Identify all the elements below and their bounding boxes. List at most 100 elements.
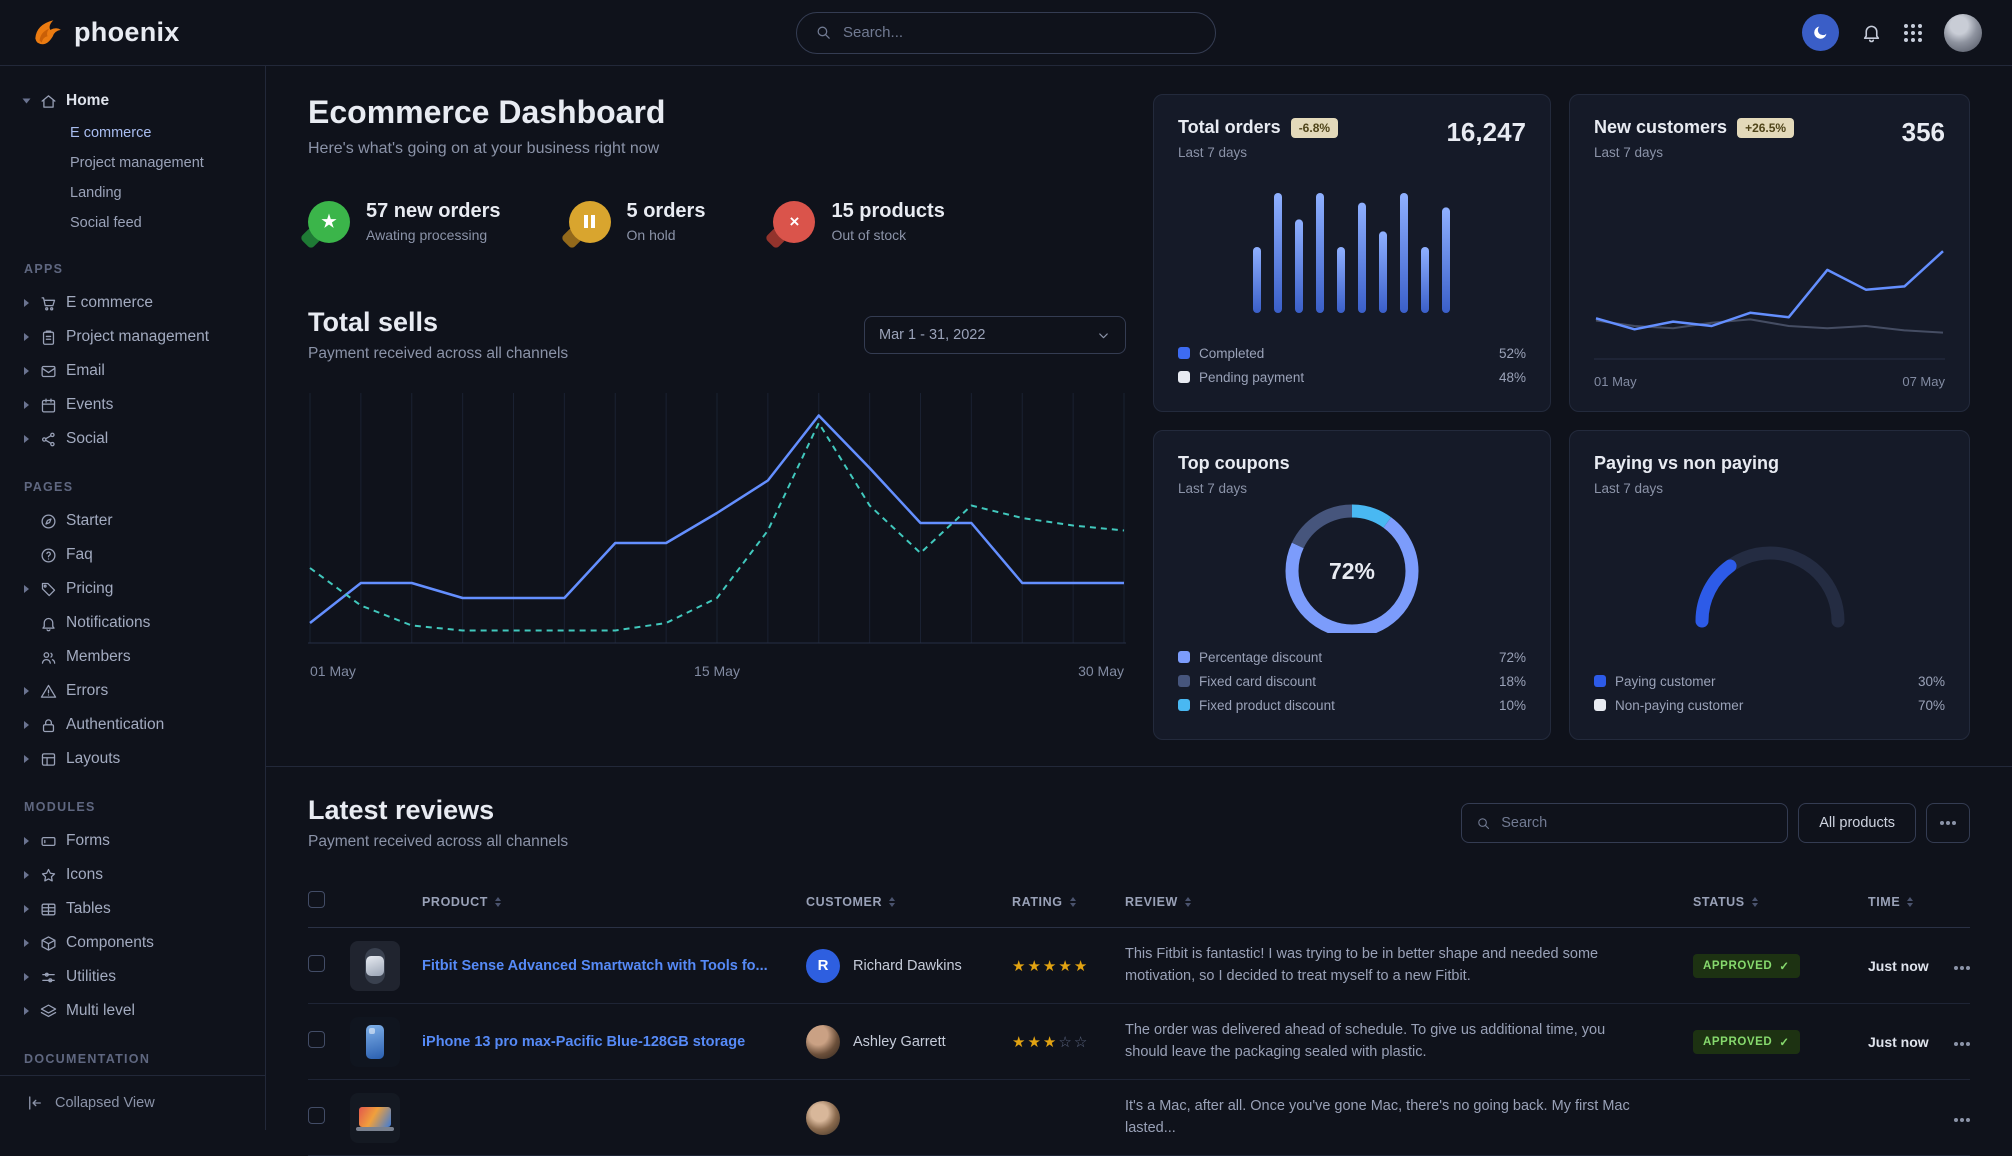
caret-icon [24, 939, 29, 947]
row-checkbox[interactable] [308, 1107, 325, 1124]
date-range-select[interactable]: Mar 1 - 31, 2022 [864, 316, 1126, 354]
sidebar-item-faq[interactable]: Faq [24, 538, 241, 572]
sidebar-item-project-management[interactable]: Project management [24, 320, 241, 354]
total-orders-chart [1249, 185, 1455, 315]
collapse-view-button[interactable]: Collapsed View [0, 1075, 265, 1130]
status-badge: APPROVED✓ [1693, 1030, 1800, 1054]
sidebar-item-forms[interactable]: Forms [24, 824, 241, 858]
sidebar-section-label-modules: MODULES [24, 800, 241, 814]
sidebar-item-tables[interactable]: Tables [24, 892, 241, 926]
column-header-product[interactable]: PRODUCT [350, 895, 806, 909]
sidebar-section-label-documentation: DOCUMENTATION [24, 1052, 241, 1066]
column-header-rating[interactable]: RATING [1012, 895, 1125, 909]
x-axis-labels: 01 May 07 May [1594, 374, 1945, 389]
caret-icon [24, 299, 29, 307]
form-icon [40, 833, 57, 850]
caret-icon [24, 721, 29, 729]
column-header-status[interactable]: STATUS [1693, 895, 1868, 909]
sidebar-item-components[interactable]: Components [24, 926, 241, 960]
sidebar-item-label: Utilities [66, 968, 116, 986]
sidebar-subitem-project-management[interactable]: Project management [24, 148, 241, 178]
caret-icon [24, 333, 29, 341]
card-value: 356 [1902, 117, 1945, 148]
stat-label: Out of stock [831, 227, 944, 243]
sidebar-item-utilities[interactable]: Utilities [24, 960, 241, 994]
search-icon [1476, 816, 1491, 831]
sidebar-subitem-e-commerce[interactable]: E commerce [24, 118, 241, 148]
laptop-product-image [350, 1093, 400, 1143]
review-text: It's a Mac, after all. Once you've gone … [1125, 1096, 1693, 1138]
theme-toggle-button[interactable] [1802, 14, 1839, 51]
caret-icon [23, 99, 31, 104]
apps-grid-icon[interactable] [1904, 24, 1922, 42]
sidebar-item-pricing[interactable]: Pricing [24, 572, 241, 606]
sidebar-item-notifications[interactable]: Notifications [24, 606, 241, 640]
row-actions-button[interactable] [1954, 1118, 1958, 1122]
all-products-button[interactable]: All products [1798, 803, 1916, 843]
row-actions-button[interactable] [1954, 966, 1958, 970]
stat-label: Awating processing [366, 227, 501, 243]
table-icon [40, 901, 57, 918]
alert-icon [40, 683, 57, 700]
search-input[interactable] [843, 24, 1197, 41]
page-subtitle: Here's what's going on at your business … [308, 140, 1126, 158]
review-row: Fitbit Sense Advanced Smartwatch with To… [308, 928, 1970, 1004]
row-checkbox[interactable] [308, 955, 325, 972]
sort-icon [1752, 897, 1758, 907]
rating-stars: ★★★★★ [1012, 957, 1125, 975]
more-actions-button[interactable] [1926, 803, 1970, 843]
sidebar-item-home[interactable]: Home [24, 84, 241, 118]
sidebar-item-multi-level[interactable]: Multi level [24, 994, 241, 1028]
column-header-customer[interactable]: CUSTOMER [806, 895, 1012, 909]
card-title: Paying vs non paying [1594, 453, 1779, 474]
user-avatar[interactable] [1944, 14, 1982, 52]
sidebar-item-label: Faq [66, 546, 93, 564]
global-search[interactable] [796, 12, 1216, 54]
caret-icon [24, 905, 29, 913]
sidebar-item-email[interactable]: Email [24, 354, 241, 388]
change-badge: -6.8% [1291, 118, 1338, 138]
sidebar-item-authentication[interactable]: Authentication [24, 708, 241, 742]
caret-icon [24, 973, 29, 981]
column-header-time[interactable]: TIME [1868, 895, 1930, 909]
sidebar-item-label: Tables [66, 900, 111, 918]
reviews-search[interactable] [1461, 803, 1788, 843]
new-customers-card: New customers +26.5% Last 7 days 356 01 … [1569, 94, 1970, 412]
sidebar-item-starter[interactable]: Starter [24, 504, 241, 538]
sidebar-item-members[interactable]: Members [24, 640, 241, 674]
sidebar-item-e-commerce[interactable]: E commerce [24, 286, 241, 320]
select-all-checkbox[interactable] [308, 891, 325, 908]
change-badge: +26.5% [1737, 118, 1794, 138]
row-actions-button[interactable] [1954, 1042, 1958, 1046]
reviews-search-input[interactable] [1501, 815, 1773, 831]
main-content: Ecommerce Dashboard Here's what's going … [266, 66, 2012, 1156]
product-link[interactable]: iPhone 13 pro max-Pacific Blue-128GB sto… [422, 1034, 745, 1050]
review-text: This Fitbit is fantastic! I was trying t… [1125, 944, 1693, 986]
product-link[interactable]: Fitbit Sense Advanced Smartwatch with To… [422, 958, 768, 974]
sidebar-subitem-landing[interactable]: Landing [24, 178, 241, 208]
card-title: New customers [1594, 117, 1727, 138]
sidebar-item-social[interactable]: Social [24, 422, 241, 456]
sidebar-item-events[interactable]: Events [24, 388, 241, 422]
caret-icon [24, 367, 29, 375]
sidebar-item-icons[interactable]: Icons [24, 858, 241, 892]
notifications-bell-icon[interactable] [1861, 22, 1882, 43]
sidebar-item-layouts[interactable]: Layouts [24, 742, 241, 776]
review-time: Just now [1868, 1034, 1930, 1050]
column-header-review[interactable]: REVIEW [1125, 895, 1693, 909]
brand-logo[interactable]: phoenix [30, 16, 180, 50]
sidebar-item-errors[interactable]: Errors [24, 674, 241, 708]
sidebar-subitem-social-feed[interactable]: Social feed [24, 208, 241, 238]
row-checkbox[interactable] [308, 1031, 325, 1048]
lock-icon [40, 717, 57, 734]
sidebar-item-label: Email [66, 362, 105, 380]
customer-name: Ashley Garrett [853, 1034, 946, 1050]
sidebar-item-label: Notifications [66, 614, 150, 632]
stat-value: 5 orders [627, 200, 706, 223]
card-period: Last 7 days [1178, 481, 1290, 496]
